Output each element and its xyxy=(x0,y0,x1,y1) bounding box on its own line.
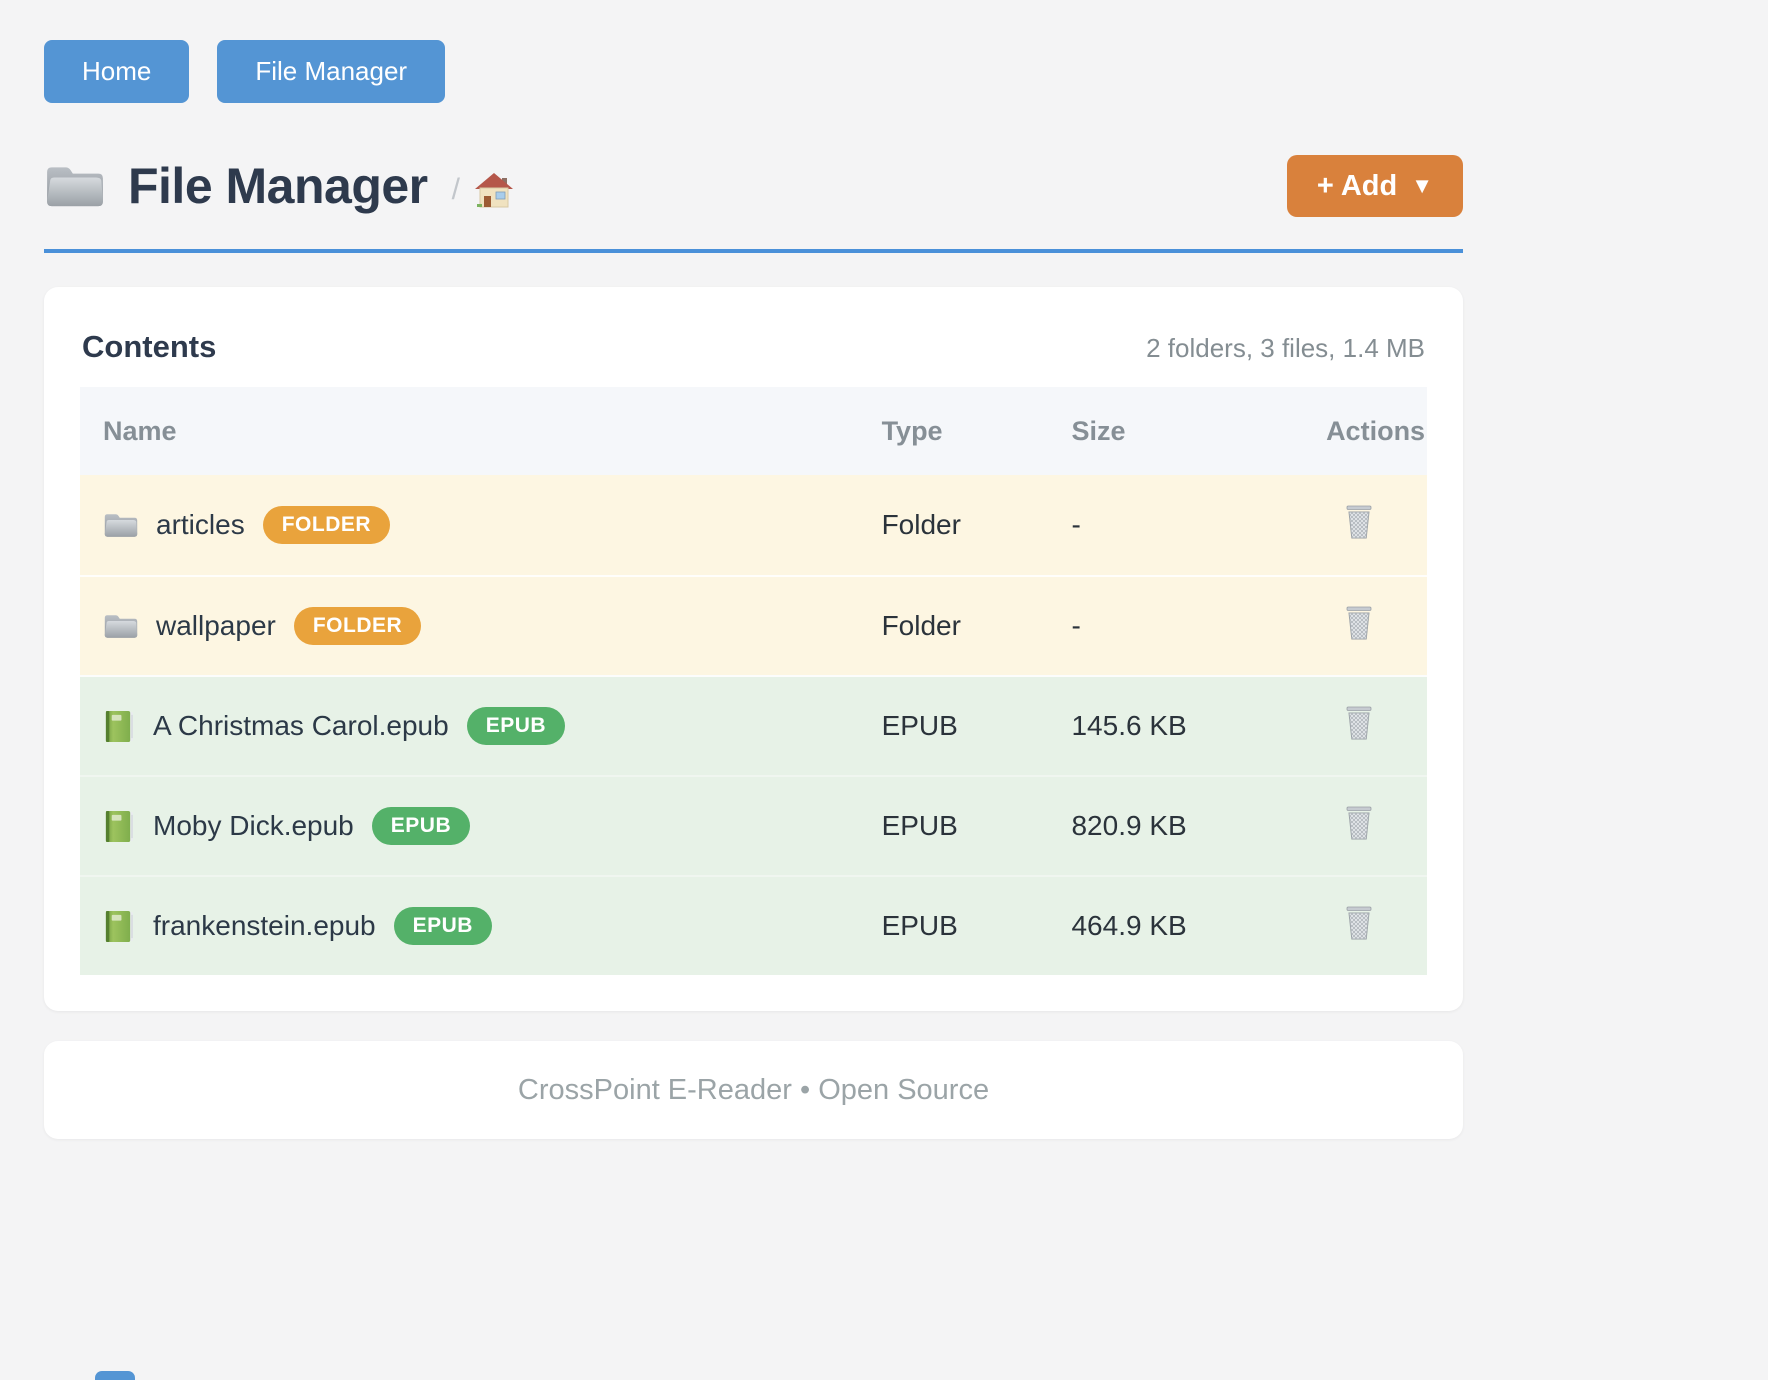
contents-card: Contents 2 folders, 3 files, 1.4 MB Name… xyxy=(44,287,1463,1011)
top-nav: Home File Manager xyxy=(44,0,1463,103)
file-size: 145.6 KB xyxy=(1071,710,1187,741)
column-header-actions: Actions xyxy=(1326,415,1426,446)
page-header: File Manager / + Add ▼ xyxy=(44,155,1463,217)
table-row: A Christmas Carol.epub EPUB EPUB 145.6 K… xyxy=(80,675,1427,775)
file-type: Folder xyxy=(881,509,961,540)
file-name-link[interactable]: articles xyxy=(156,509,245,540)
column-header-type: Type xyxy=(881,415,943,446)
add-button[interactable]: + Add ▼ xyxy=(1286,155,1463,217)
breadcrumb-separator: / xyxy=(451,173,460,206)
delete-button[interactable] xyxy=(1342,604,1376,642)
epub-badge: EPUB xyxy=(371,807,471,845)
file-type: EPUB xyxy=(881,810,958,841)
folder-badge: FOLDER xyxy=(293,607,422,645)
clipped-button-top xyxy=(95,1371,135,1380)
add-button-label: + Add xyxy=(1316,169,1398,202)
trash-icon xyxy=(1346,806,1372,839)
book-icon xyxy=(105,809,134,843)
chevron-down-icon: ▼ xyxy=(1411,173,1433,198)
folder-icon xyxy=(47,167,103,207)
table-header-row: Name Type Size Actions xyxy=(80,387,1427,475)
epub-badge: EPUB xyxy=(466,707,566,745)
file-size: 464.9 KB xyxy=(1071,910,1187,941)
table-row: frankenstein.epub EPUB EPUB 464.9 KB xyxy=(80,875,1427,975)
page-title: File Manager xyxy=(128,158,428,214)
column-header-name: Name xyxy=(103,415,177,446)
file-size: 820.9 KB xyxy=(1071,810,1187,841)
delete-button[interactable] xyxy=(1342,904,1376,942)
file-size: - xyxy=(1071,509,1081,540)
nav-home-button[interactable]: Home xyxy=(44,40,190,103)
footer-card: CrossPoint E-Reader • Open Source xyxy=(44,1041,1463,1139)
house-icon[interactable] xyxy=(474,171,514,211)
contents-card-header: Contents 2 folders, 3 files, 1.4 MB xyxy=(80,329,1427,365)
epub-badge: EPUB xyxy=(393,907,492,945)
file-table: Name Type Size Actions articles FOLDER F… xyxy=(80,387,1427,975)
table-row: Moby Dick.epub EPUB EPUB 820.9 KB xyxy=(80,775,1427,875)
trash-icon xyxy=(1346,606,1372,639)
delete-button[interactable] xyxy=(1342,804,1376,842)
trash-icon xyxy=(1346,906,1372,939)
book-icon xyxy=(105,909,134,943)
contents-summary: 2 folders, 3 files, 1.4 MB xyxy=(1146,333,1425,363)
nav-file-manager-button[interactable]: File Manager xyxy=(217,40,446,103)
table-row: articles FOLDER Folder - xyxy=(80,475,1427,575)
delete-button[interactable] xyxy=(1342,503,1376,541)
folder-icon xyxy=(104,615,138,638)
file-name-link[interactable]: wallpaper xyxy=(156,610,276,641)
file-type: Folder xyxy=(881,610,961,641)
folder-icon xyxy=(104,514,138,537)
table-row: wallpaper FOLDER Folder - xyxy=(80,575,1427,675)
file-name-link[interactable]: frankenstein.epub xyxy=(153,910,376,941)
delete-button[interactable] xyxy=(1342,704,1376,742)
page-container: Home File Manager File Manager / + Add ▼… xyxy=(44,0,1463,1139)
title-divider xyxy=(44,249,1463,253)
file-type: EPUB xyxy=(881,710,958,741)
file-size: - xyxy=(1071,610,1081,641)
column-header-size: Size xyxy=(1071,415,1126,446)
trash-icon xyxy=(1346,706,1372,739)
trash-icon xyxy=(1346,505,1372,538)
folder-badge: FOLDER xyxy=(262,506,391,544)
title-group: File Manager / xyxy=(44,157,514,215)
file-type: EPUB xyxy=(881,910,958,941)
contents-heading: Contents xyxy=(82,329,217,364)
file-name-link[interactable]: A Christmas Carol.epub xyxy=(153,710,449,741)
footer-text: CrossPoint E-Reader • Open Source xyxy=(517,1073,990,1106)
file-name-link[interactable]: Moby Dick.epub xyxy=(153,810,354,841)
book-icon xyxy=(105,709,134,743)
